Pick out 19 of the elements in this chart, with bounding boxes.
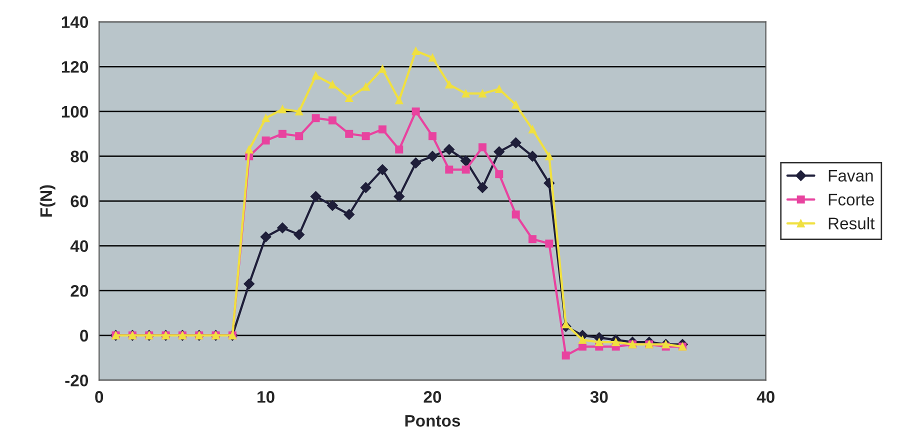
y-tick-label: 60 [70, 195, 88, 208]
x-tick-label: 40 [756, 391, 774, 403]
x-tick-label: 0 [95, 391, 104, 403]
x-tick-label: 20 [424, 391, 442, 403]
y-tick-label: 0 [80, 330, 88, 342]
y-tick-label: -20 [65, 374, 88, 386]
y-tick-label: 20 [70, 285, 88, 297]
y-axis-title: F(N) [40, 185, 56, 217]
y-tick-label: 140 [62, 16, 88, 28]
y-tick-label: 100 [62, 106, 88, 118]
x-tick-label: 30 [590, 391, 608, 403]
x-axis-title: Pontos [405, 415, 460, 427]
legend-label: Fcorte [828, 194, 874, 206]
legend-label: Favan [828, 170, 873, 182]
y-tick-label: 120 [62, 61, 88, 73]
legend-label: Result [828, 217, 875, 230]
x-tick-label: 10 [258, 391, 274, 403]
y-tick-label: 80 [70, 150, 88, 162]
y-tick-label: 40 [70, 240, 88, 252]
